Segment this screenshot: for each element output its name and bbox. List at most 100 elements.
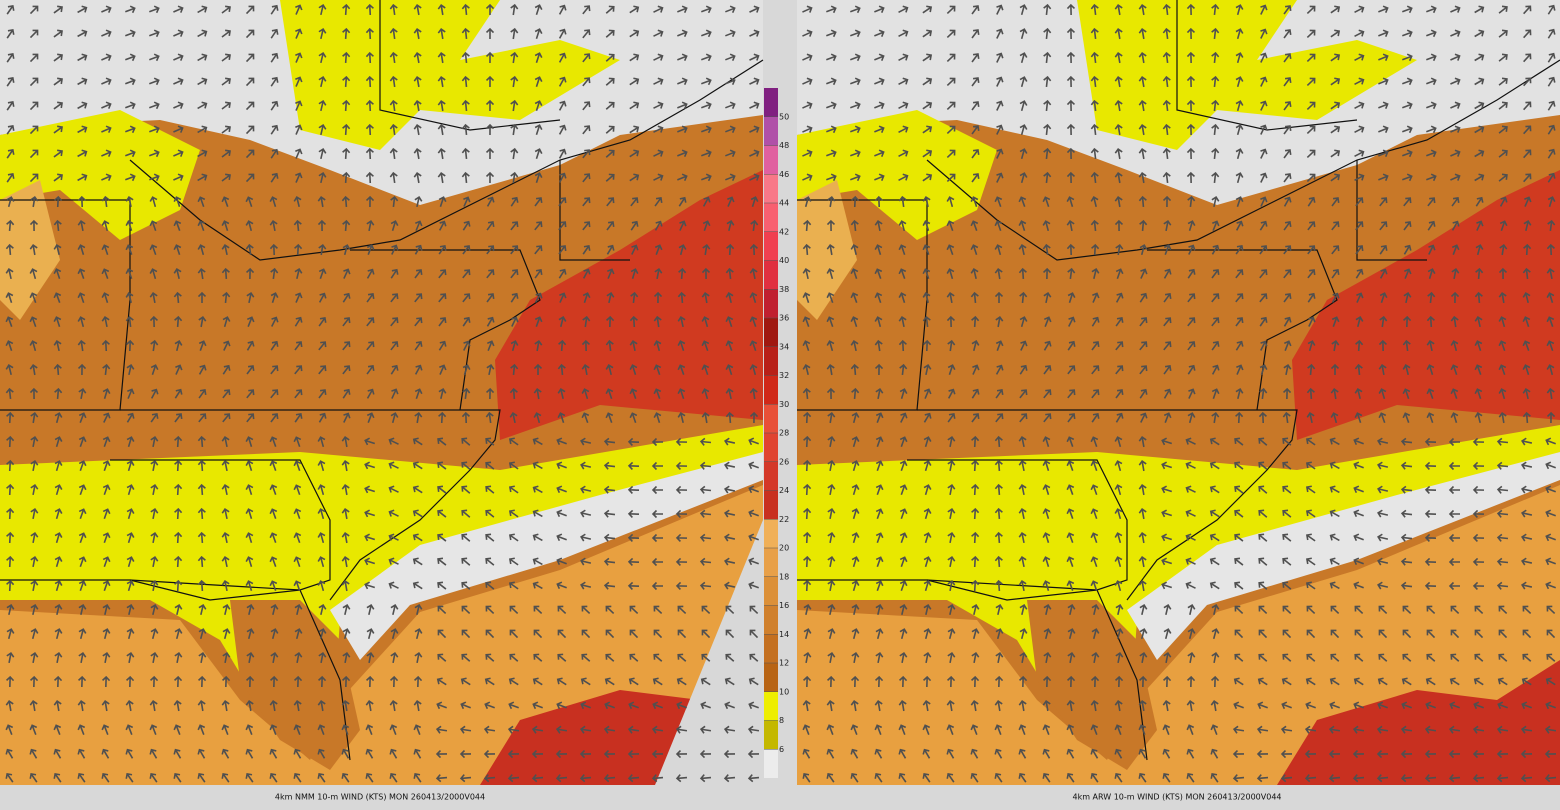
wind-arrow	[508, 437, 519, 446]
map-panel: 4km NMM 10-m WIND (KTS) MON 260413/2000V…	[0, 0, 764, 802]
wind-arrow	[1496, 485, 1509, 494]
wind-arrow	[899, 651, 908, 664]
wind-arrow	[1451, 220, 1460, 231]
wind-arrow	[1305, 485, 1316, 494]
wind-arrow	[1260, 100, 1268, 111]
wind-arrow	[245, 125, 255, 135]
wind-arrow	[198, 340, 207, 351]
wind-arrow	[510, 292, 519, 303]
wind-arrow	[970, 724, 979, 735]
wind-arrow	[679, 220, 687, 231]
wind-arrow	[1090, 748, 1099, 759]
wind-arrow	[1185, 557, 1196, 565]
wind-arrow	[1043, 413, 1052, 423]
wind-arrow	[826, 292, 835, 303]
wind-arrow	[77, 219, 86, 232]
wind-arrow	[534, 221, 543, 231]
wind-arrow	[1018, 459, 1027, 472]
wind-arrow	[1282, 605, 1292, 615]
wind-arrow	[6, 172, 15, 183]
wind-arrow	[1186, 724, 1195, 735]
wind-arrow	[581, 388, 590, 400]
wind-arrow	[946, 149, 956, 159]
wind-arrow	[826, 243, 835, 256]
wind-arrow	[125, 315, 134, 328]
wind-arrow	[1114, 532, 1123, 544]
wind-arrow	[366, 219, 375, 232]
wind-arrow	[994, 244, 1003, 256]
wind-arrow	[923, 412, 932, 423]
wind-arrow	[631, 244, 639, 255]
wind-arrow	[922, 53, 933, 62]
wind-arrow	[701, 29, 712, 38]
wind-arrow	[898, 315, 907, 328]
wind-arrow	[652, 677, 663, 686]
wind-arrow	[996, 124, 1004, 135]
wind-arrow	[412, 533, 423, 542]
wind-arrow	[437, 485, 447, 494]
wind-arrow	[317, 724, 326, 735]
wind-arrow	[1018, 724, 1027, 735]
wind-arrow	[922, 149, 933, 158]
wind-arrow	[1234, 533, 1244, 542]
wind-arrow	[269, 508, 278, 519]
wind-arrow	[558, 316, 567, 328]
wind-arrow	[994, 531, 1003, 544]
wind-arrow	[1066, 484, 1075, 495]
wind-arrow	[1451, 244, 1460, 255]
wind-arrow	[1258, 629, 1268, 639]
wind-arrow	[53, 724, 62, 735]
wind-arrow	[77, 101, 88, 110]
wind-arrow	[1476, 220, 1484, 231]
wind-arrow	[531, 725, 544, 734]
wind-arrow	[627, 774, 640, 783]
wind-arrow	[1235, 244, 1244, 255]
wind-arrow	[749, 77, 760, 85]
wind-arrow	[1330, 29, 1341, 38]
wind-arrow	[946, 173, 956, 183]
wind-arrow	[675, 557, 688, 567]
wind-arrow	[826, 173, 837, 182]
wind-arrow	[1161, 581, 1173, 590]
wind-arrow	[875, 556, 884, 567]
wind-arrow	[388, 557, 399, 565]
wind-arrow	[1090, 508, 1099, 519]
wind-arrow	[827, 628, 836, 640]
wind-arrow	[994, 220, 1003, 231]
wind-arrow	[1018, 555, 1027, 568]
wind-arrow	[1090, 51, 1099, 64]
wind-arrow	[245, 436, 254, 448]
wind-arrow	[173, 220, 182, 231]
wind-arrow	[318, 675, 327, 688]
wind-arrow	[29, 149, 39, 159]
wind-arrow	[532, 701, 543, 710]
wind-arrow	[1544, 749, 1557, 759]
wind-arrow	[1068, 316, 1076, 327]
colorbar-label: 18	[779, 572, 789, 581]
wind-arrow	[364, 533, 376, 542]
wind-arrow	[102, 628, 111, 640]
wind-arrow	[750, 219, 759, 232]
wind-arrow	[103, 412, 111, 423]
wind-arrow	[53, 101, 63, 110]
wind-arrow	[1114, 171, 1123, 184]
wind-arrow	[1496, 437, 1509, 446]
wind-arrow	[1090, 699, 1099, 712]
wind-arrow	[1450, 5, 1461, 13]
wind-arrow	[461, 3, 470, 16]
wind-arrow	[558, 221, 567, 231]
wind-arrow	[1496, 461, 1509, 470]
wind-arrow	[342, 99, 351, 112]
wind-arrow	[531, 774, 544, 783]
wind-arrow	[245, 460, 254, 472]
wind-arrow	[1496, 749, 1509, 759]
wind-arrow	[971, 651, 980, 664]
wind-arrow	[1019, 100, 1028, 112]
wind-arrow	[970, 772, 979, 783]
wind-arrow	[77, 173, 88, 182]
wind-arrow	[78, 532, 87, 543]
wind-arrow	[173, 244, 182, 255]
wind-arrow	[294, 268, 303, 280]
wind-arrow	[701, 267, 711, 280]
wind-arrow	[676, 701, 687, 710]
